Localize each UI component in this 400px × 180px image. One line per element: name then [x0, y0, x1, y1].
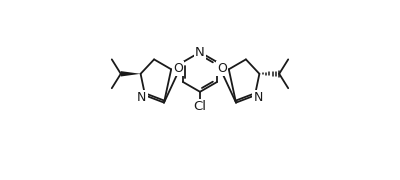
Text: Cl: Cl	[194, 100, 206, 113]
Text: O: O	[217, 62, 227, 75]
Text: N: N	[254, 91, 263, 104]
Text: N: N	[137, 91, 146, 104]
Polygon shape	[121, 71, 141, 76]
Text: O: O	[173, 62, 183, 75]
Text: N: N	[195, 46, 205, 59]
